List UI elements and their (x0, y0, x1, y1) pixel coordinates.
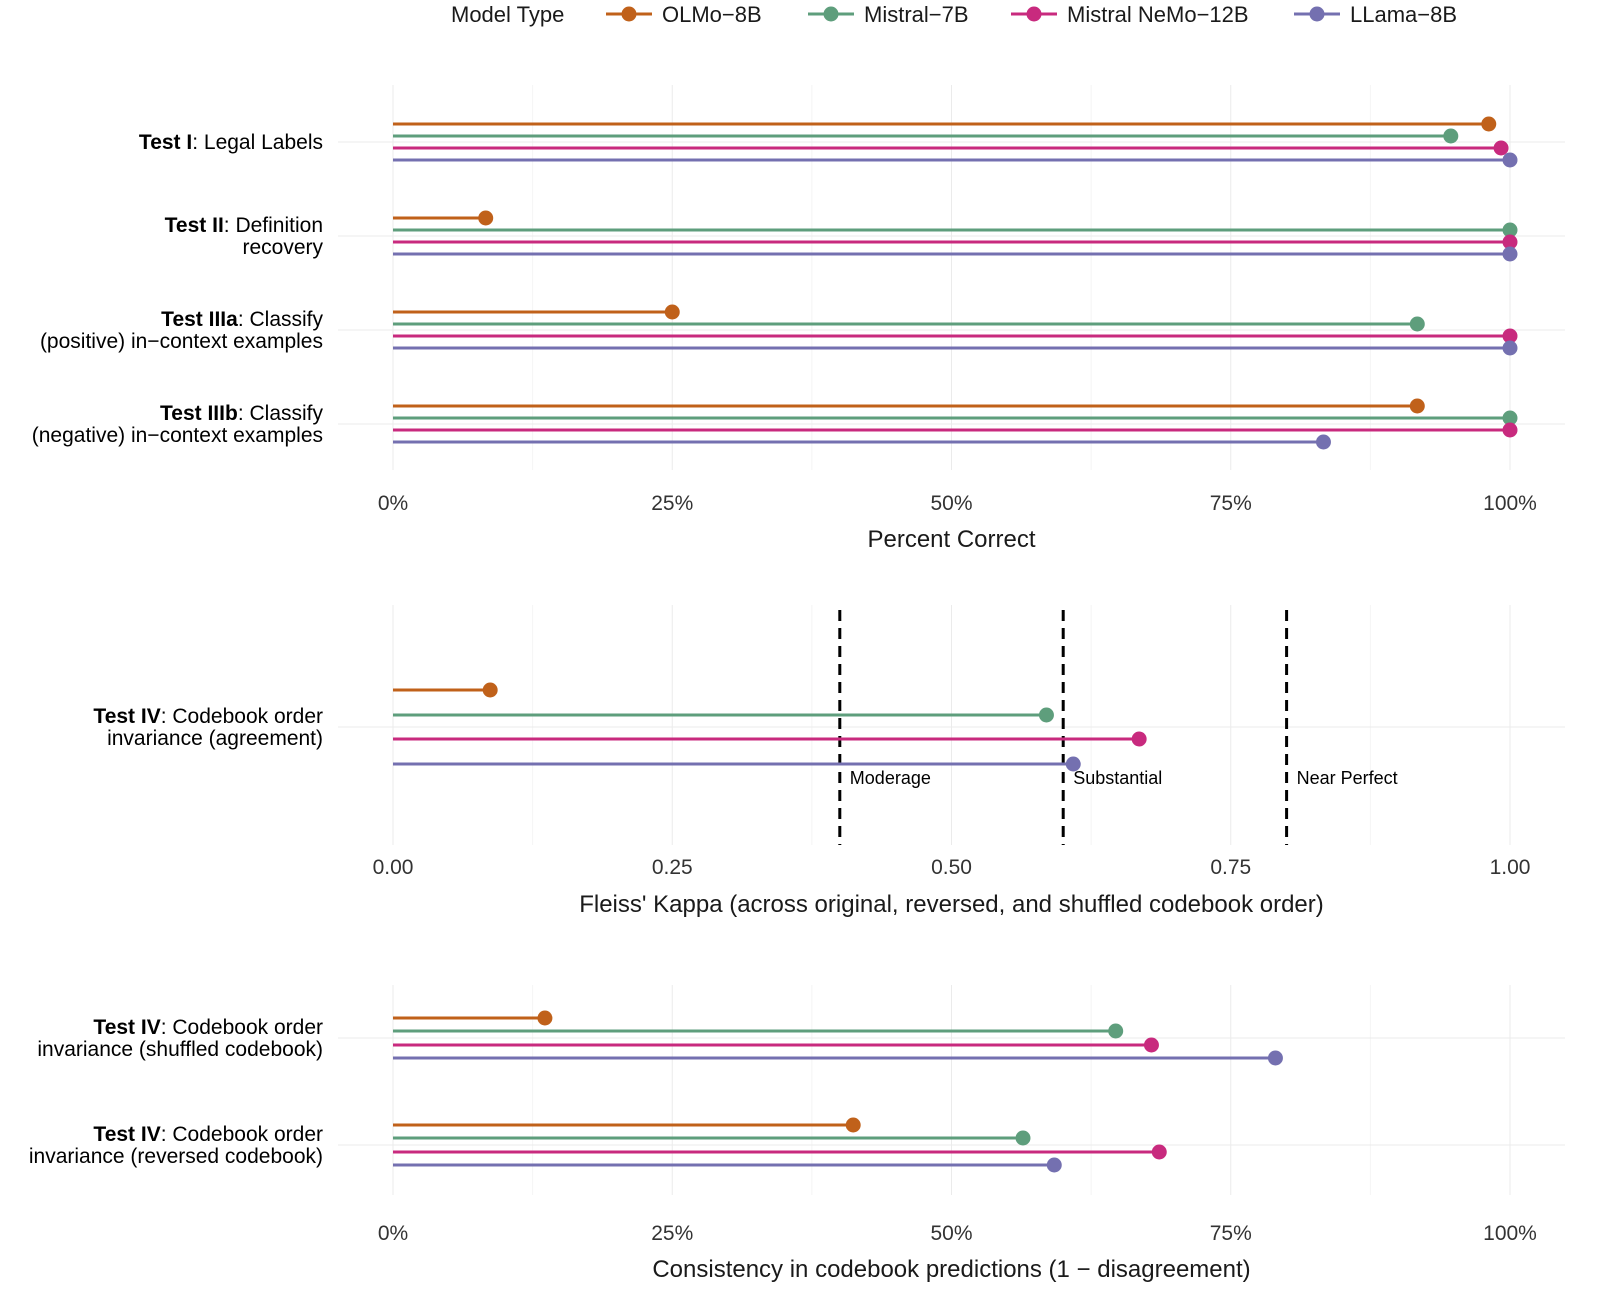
category-label: Test II: Definition (165, 214, 323, 237)
x-tick-label: 25% (651, 1222, 693, 1245)
x-tick-label: 0.25 (652, 856, 693, 879)
category-label: Test I: Legal Labels (139, 131, 323, 154)
category-label-bold: Test IIIa (161, 308, 238, 331)
x-tick-label: 0.75 (1210, 856, 1251, 879)
category-label-text: : Codebook order (161, 1016, 323, 1039)
category-label-text: : Codebook order (161, 1123, 323, 1146)
lollipop-point (1502, 222, 1518, 238)
x-axis-title: Consistency in codebook predictions (1 −… (652, 1256, 1250, 1283)
x-tick-label: 75% (1210, 492, 1252, 515)
category-label-line2: invariance (shuffled codebook) (37, 1038, 323, 1061)
x-tick-label: 0.50 (931, 856, 972, 879)
lollipop-point (1315, 434, 1331, 450)
lollipop-point (1409, 316, 1425, 332)
lollipop-point (1131, 731, 1147, 747)
category-label: Test IIIa: Classify (161, 308, 323, 331)
legend-item: LLama−8B (1294, 2, 1457, 27)
lollipop-point (1443, 128, 1459, 144)
x-tick-label: 1.00 (1490, 856, 1531, 879)
legend-key-dot (1309, 6, 1325, 22)
lollipop-point (1502, 340, 1518, 356)
x-tick-label: 75% (1210, 1222, 1252, 1245)
lollipop-point (1108, 1023, 1124, 1039)
category-label-line2: recovery (242, 236, 323, 259)
lollipop-point (1502, 422, 1518, 438)
category-label-line2: (positive) in−context examples (40, 330, 323, 353)
category-label-text: : Classify (238, 308, 324, 331)
lollipop-point (537, 1010, 553, 1026)
panel-3: 0% 25% 50% 75% 100% Consistency in codebook p… (29, 985, 1565, 1283)
lollipop-point (482, 682, 498, 698)
reference-line-label: Near Perfect (1297, 768, 1398, 788)
x-axis-title: Fleiss' Kappa (across original, reversed… (579, 891, 1324, 918)
legend-item: Mistral NeMo−12B (1011, 2, 1249, 27)
category-label-bold: Test IIIb (160, 402, 238, 425)
lollipop-point (1481, 116, 1497, 132)
lollipop-point (845, 1117, 861, 1133)
lollipop-point (1502, 152, 1518, 168)
lollipop-point (1267, 1050, 1283, 1066)
x-tick-label: 50% (930, 1222, 972, 1245)
lollipop-point (1502, 246, 1518, 262)
lollipop-point (1502, 328, 1518, 344)
legend-label: LLama−8B (1350, 2, 1457, 27)
category-label-bold: Test I (139, 131, 192, 154)
x-tick-label: 25% (651, 492, 693, 515)
legend-key-dot (621, 6, 637, 22)
lollipop-point (478, 210, 494, 226)
x-tick-label: 100% (1483, 492, 1537, 515)
lollipop-point (1065, 756, 1081, 772)
lollipop-point (664, 304, 680, 320)
x-tick-label: 0.00 (373, 856, 414, 879)
panel-1: 0% 25% 50% 75% 100% Percent Correct Test I: Le… (32, 85, 1565, 553)
category-label-text: : Codebook order (161, 705, 323, 728)
lollipop-point (1493, 140, 1509, 156)
category-label-text: : Legal Labels (192, 131, 323, 154)
legend: Model Type OLMo−8B Mistral−7B Mistral NeMo−… (451, 2, 1457, 27)
category-label: Test IIIb: Classify (160, 402, 323, 425)
category-label-bold: Test IV (93, 705, 160, 728)
legend-item: OLMo−8B (606, 2, 762, 27)
lollipop-point (1038, 707, 1054, 723)
lollipop-point (1409, 398, 1425, 414)
lollipop-point (1151, 1144, 1167, 1160)
category-label-text: : Classify (238, 402, 324, 425)
category-label-bold: Test II (165, 214, 224, 237)
category-label: Test IV: Codebook order (93, 1123, 323, 1146)
category-label-bold: Test IV (93, 1016, 160, 1039)
legend-key-dot (823, 6, 839, 22)
legend-label: OLMo−8B (662, 2, 762, 27)
category-label-text: : Definition (224, 214, 323, 237)
reference-line-label: Moderage (850, 768, 931, 788)
category-label: Test IV: Codebook order (93, 1016, 323, 1039)
x-axis-title: Percent Correct (867, 526, 1035, 553)
x-tick-label: 0% (378, 1222, 408, 1245)
lollipop-point (1143, 1037, 1159, 1053)
lollipop-point (1015, 1130, 1031, 1146)
legend-label: Mistral NeMo−12B (1067, 2, 1249, 27)
category-label: Test IV: Codebook order (93, 705, 323, 728)
x-tick-label: 50% (930, 492, 972, 515)
legend-item: Mistral−7B (808, 2, 969, 27)
legend-label: Mistral−7B (864, 2, 969, 27)
panel-2: Moderage Substantial Near Perfect 0.00 0.25 0… (93, 605, 1565, 918)
lollipop-point (1046, 1157, 1062, 1173)
legend-key-dot (1026, 6, 1042, 22)
category-label-line2: invariance (reversed codebook) (29, 1145, 323, 1168)
lollipop-point (1502, 410, 1518, 426)
legend-title: Model Type (451, 2, 564, 27)
lollipop-point (1502, 234, 1518, 250)
x-tick-label: 0% (378, 492, 408, 515)
category-label-line2: invariance (agreement) (107, 727, 323, 750)
category-label-bold: Test IV (93, 1123, 160, 1146)
category-label-line2: (negative) in−context examples (32, 424, 323, 447)
x-tick-label: 100% (1483, 1222, 1537, 1245)
reference-line-label: Substantial (1073, 768, 1162, 788)
